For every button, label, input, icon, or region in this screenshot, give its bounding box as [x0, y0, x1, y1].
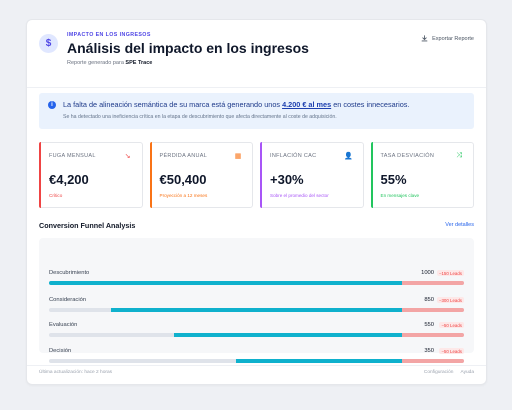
stage-fill: [173, 333, 402, 337]
report-card: $ IMPACTO EN LOS INGRESOS Análisis del i…: [26, 19, 487, 385]
header-divider: [27, 87, 486, 88]
kpi-label: PÉRDIDA ANUAL: [159, 153, 208, 159]
funnel-header: Conversion Funnel Analysis Ver detalles: [39, 221, 474, 231]
kpi-value: €50,400: [159, 172, 207, 187]
kpi-note: En mensajes clave: [380, 193, 420, 198]
calendar-icon: ▦: [234, 153, 242, 160]
footer-links: Configuración Ayuda: [424, 370, 474, 375]
stage-track: [49, 308, 464, 312]
funnel-stage: Evaluación 550 −50 Leads: [49, 322, 464, 344]
funnel-panel: Descubrimiento 1000 −150 Leads Considera…: [39, 238, 474, 363]
kpi-card-monthly-leak: FUGA MENSUAL ↘ €4,200 Crítico: [39, 142, 143, 208]
funnel-stage: Decisión 350 −50 Leads: [49, 348, 464, 370]
stage-fill: [49, 281, 402, 285]
stage-count: 850: [424, 297, 434, 303]
dollar-icon: $: [39, 34, 58, 53]
stage-count: 1000: [421, 270, 434, 276]
subtitle-prefix: Reporte generado para: [67, 60, 124, 66]
kpi-card-cac-inflation: INFLACIÓN CAC 👤 +30% Sobre el promedio d…: [260, 142, 364, 208]
kpi-label: TASA DESVIACIÓN: [380, 153, 435, 159]
trend-down-icon: ↘: [124, 153, 131, 160]
stage-drop: [401, 359, 464, 363]
stage-track: [49, 359, 464, 363]
settings-link[interactable]: Configuración: [423, 370, 454, 375]
kpi-note: Proyección a 12 meses: [159, 193, 208, 198]
cost-alert: i La falta de alineación semántica de su…: [39, 93, 474, 129]
subtitle-brand: SPE Trace: [125, 60, 153, 66]
page-title: Análisis del impacto en los ingresos: [67, 40, 309, 56]
stage-drop: [401, 281, 464, 285]
alert-text-after: en costes innecesarios.: [333, 100, 410, 109]
stage-name: Decisión: [49, 348, 72, 354]
user-icon: 👤: [344, 153, 353, 160]
stage-lost-badge: −50 Leads: [439, 322, 464, 328]
stage-track: [49, 333, 464, 337]
report-header: $ IMPACTO EN LOS INGRESOS Análisis del i…: [39, 30, 474, 82]
kpi-note: Crítico: [49, 193, 63, 198]
shuffle-icon: ⤨: [456, 152, 462, 159]
stage-count: 350: [424, 348, 434, 354]
eyebrow-label: IMPACTO EN LOS INGRESOS: [67, 32, 151, 38]
alert-message: La falta de alineación semántica de su m…: [63, 100, 409, 109]
kpi-row: FUGA MENSUAL ↘ €4,200 Crítico PÉRDIDA AN…: [39, 142, 474, 208]
stage-lost-badge: −50 Leads: [439, 348, 464, 354]
help-link[interactable]: Ayuda: [460, 370, 474, 375]
footer-divider: [27, 365, 486, 366]
kpi-value: €4,200: [49, 172, 89, 187]
alert-detail: Se ha detectado una ineficiencia crítica…: [63, 114, 337, 120]
alert-highlight-link[interactable]: 4.200 € al mes: [282, 100, 332, 109]
stage-fill: [111, 308, 402, 312]
kpi-accent-bar: [370, 142, 373, 208]
stage-drop: [401, 333, 464, 337]
report-subtitle: Reporte generado para SPE Trace: [67, 60, 152, 66]
kpi-value: 55%: [380, 172, 407, 187]
download-icon: [421, 35, 428, 42]
info-icon: i: [48, 101, 56, 109]
kpi-card-annual-loss: PÉRDIDA ANUAL ▦ €50,400 Proyección a 12 …: [149, 142, 253, 208]
kpi-accent-bar: [149, 142, 152, 208]
stage-fill: [235, 359, 402, 363]
stage-track: [49, 281, 464, 285]
last-updated: Última actualización: hace 2 horas: [39, 370, 113, 375]
kpi-card-deviation-rate: TASA DESVIACIÓN ⤨ 55% En mensajes clave: [370, 142, 474, 208]
stage-name: Descubrimiento: [49, 270, 90, 276]
stage-name: Evaluación: [49, 322, 78, 328]
stage-name: Consideración: [49, 297, 87, 303]
export-report-button[interactable]: Exportar Reporte: [421, 35, 474, 42]
funnel-title: Conversion Funnel Analysis: [39, 221, 136, 230]
funnel-stage: Descubrimiento 1000 −150 Leads: [49, 270, 464, 292]
stage-lost-badge: −300 Leads: [436, 297, 464, 303]
stage-drop: [401, 308, 464, 312]
report-footer: Última actualización: hace 2 horas Confi…: [39, 370, 474, 378]
kpi-label: INFLACIÓN CAC: [270, 153, 317, 159]
view-details-link[interactable]: Ver detalles: [445, 222, 474, 228]
stage-count: 550: [424, 322, 434, 328]
export-report-label: Exportar Reporte: [432, 35, 474, 42]
kpi-accent-bar: [39, 142, 41, 208]
kpi-label: FUGA MENSUAL: [49, 153, 96, 159]
alert-text-before: La falta de alineación semántica de su m…: [63, 100, 281, 109]
kpi-accent-bar: [260, 142, 262, 208]
stage-lost-badge: −150 Leads: [436, 270, 464, 276]
kpi-value: +30%: [270, 172, 304, 187]
kpi-note: Sobre el promedio del sector: [270, 193, 329, 198]
funnel-stage: Consideración 850 −300 Leads: [49, 297, 464, 319]
